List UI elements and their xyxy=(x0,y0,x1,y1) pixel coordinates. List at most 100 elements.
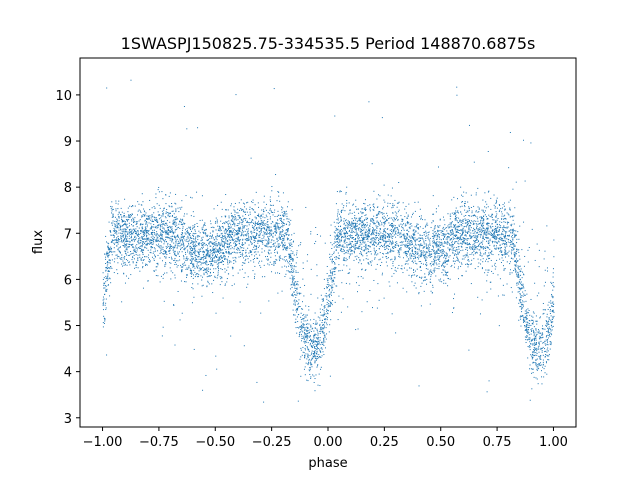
data-point xyxy=(482,235,484,237)
data-point xyxy=(137,240,139,242)
data-point xyxy=(294,281,296,283)
data-point xyxy=(476,251,478,253)
data-point xyxy=(493,244,495,246)
data-point xyxy=(199,235,201,237)
data-point xyxy=(215,255,217,257)
data-point xyxy=(122,262,124,264)
data-point xyxy=(313,375,315,377)
data-point xyxy=(103,284,105,286)
data-point xyxy=(112,230,114,232)
data-point xyxy=(431,222,433,224)
data-point xyxy=(264,244,266,246)
data-point xyxy=(224,237,226,239)
data-point xyxy=(544,269,546,271)
data-point xyxy=(270,241,272,243)
data-point xyxy=(160,237,162,239)
data-point xyxy=(218,248,220,249)
data-point xyxy=(484,238,486,240)
data-point xyxy=(133,222,135,224)
data-point xyxy=(258,223,260,225)
data-point xyxy=(212,258,214,260)
data-point xyxy=(173,253,175,255)
data-point xyxy=(216,249,218,251)
data-point xyxy=(463,239,465,241)
data-point xyxy=(457,225,459,227)
data-point xyxy=(364,250,365,252)
data-point xyxy=(539,332,541,334)
data-point xyxy=(220,249,222,251)
data-point xyxy=(439,234,441,236)
data-point xyxy=(527,324,529,326)
data-point xyxy=(280,235,282,237)
data-point xyxy=(310,326,312,328)
data-point xyxy=(358,218,360,220)
data-point xyxy=(284,242,286,244)
data-point xyxy=(312,353,314,355)
data-point xyxy=(198,274,200,276)
data-point xyxy=(203,272,205,274)
data-point xyxy=(247,236,249,238)
data-point xyxy=(113,230,115,232)
data-point xyxy=(532,321,534,323)
data-point xyxy=(259,233,261,235)
data-point xyxy=(269,196,271,198)
data-point xyxy=(373,279,375,281)
data-point xyxy=(406,217,408,219)
data-point xyxy=(495,221,497,223)
data-point xyxy=(196,191,198,193)
data-point xyxy=(517,267,519,269)
data-point xyxy=(300,375,302,377)
data-point xyxy=(500,234,502,236)
data-point xyxy=(195,237,197,239)
data-point xyxy=(487,247,489,249)
data-point xyxy=(221,239,223,241)
data-point xyxy=(509,207,511,209)
data-point xyxy=(308,361,310,363)
data-point xyxy=(310,353,312,355)
data-point xyxy=(296,332,298,334)
data-point xyxy=(174,244,176,246)
data-point xyxy=(208,255,210,257)
data-point xyxy=(106,241,108,243)
data-point xyxy=(126,238,128,240)
data-point xyxy=(458,212,460,214)
data-point xyxy=(130,228,132,230)
data-point xyxy=(157,275,159,277)
data-point xyxy=(320,351,322,353)
data-point xyxy=(333,243,335,245)
data-point xyxy=(472,214,474,216)
data-point xyxy=(522,315,524,317)
data-point xyxy=(207,250,209,252)
data-point xyxy=(431,256,433,258)
data-point xyxy=(401,242,403,244)
data-point xyxy=(341,236,343,238)
data-point xyxy=(463,258,465,260)
data-point xyxy=(467,266,469,268)
data-point xyxy=(208,243,210,245)
data-point xyxy=(408,250,410,252)
data-point xyxy=(403,237,405,239)
data-point xyxy=(288,271,290,273)
data-point xyxy=(198,244,200,246)
data-point xyxy=(309,342,311,344)
data-point xyxy=(331,262,333,264)
data-point xyxy=(169,246,171,248)
data-point xyxy=(476,224,478,226)
data-point xyxy=(450,226,452,228)
data-point xyxy=(219,276,221,278)
data-point xyxy=(145,244,147,246)
data-point xyxy=(319,342,321,344)
data-point xyxy=(203,229,205,231)
data-point xyxy=(210,264,212,266)
data-point xyxy=(382,233,384,235)
data-point xyxy=(261,242,263,244)
data-point xyxy=(135,232,137,234)
data-point xyxy=(384,227,386,229)
data-point xyxy=(202,236,204,238)
data-point xyxy=(439,280,441,282)
data-point xyxy=(395,230,397,232)
data-point xyxy=(303,341,305,343)
data-point xyxy=(206,264,208,266)
data-point xyxy=(194,249,196,251)
data-point xyxy=(139,256,141,258)
